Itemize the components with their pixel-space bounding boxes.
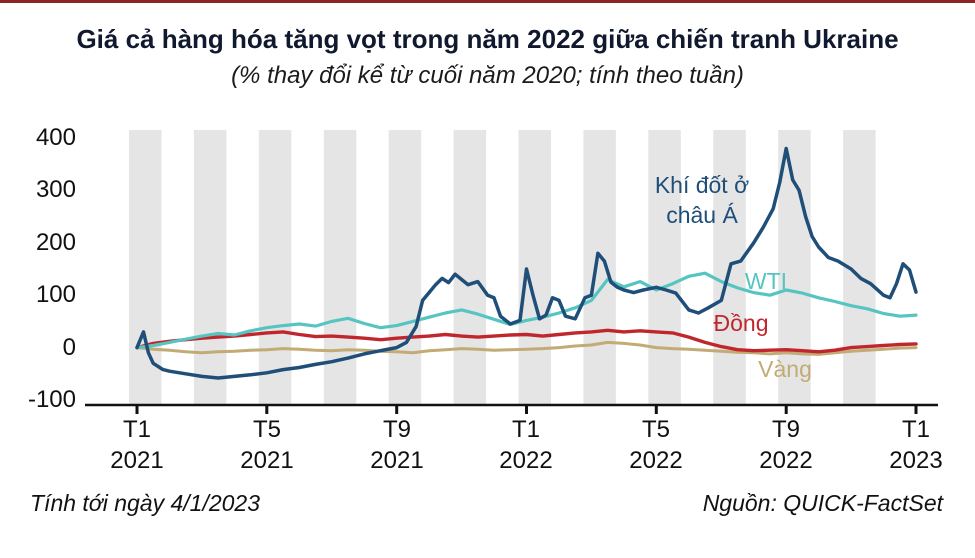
series-label-gas-line1: Khí đốt ở: [654, 172, 750, 198]
y-tick-label: 0: [62, 334, 76, 361]
x-tick-month: T9: [771, 416, 800, 443]
as-of-date: Tính tới ngày 4/1/2023: [30, 490, 260, 516]
y-tick-label: -100: [27, 386, 76, 413]
x-tick-year: 2022: [499, 447, 553, 474]
x-tick-month: T9: [382, 416, 411, 443]
series-label-gas-line2: châu Á: [666, 202, 738, 228]
series-line-gold: [135, 340, 918, 356]
x-tick-month: T5: [641, 416, 670, 443]
series-line-copper: [135, 328, 918, 354]
x-tick-month: T1: [511, 416, 540, 443]
x-tick-month: T5: [252, 416, 281, 443]
x-tick-month: T1: [901, 416, 930, 443]
month-stripe: [193, 130, 227, 405]
chart-title: Giá cả hàng hóa tăng vọt trong năm 2022 …: [76, 24, 899, 54]
y-tick-label: 300: [35, 176, 76, 203]
series-label-copper: Đồng: [713, 310, 769, 336]
month-stripe: [518, 130, 551, 405]
chart-subtitle: (% thay đổi kể từ cuối năm 2020; tính th…: [231, 62, 744, 89]
x-tick-year: 2021: [110, 447, 164, 474]
month-stripe: [258, 130, 292, 405]
series-label-gas-asia: Khí đốt ở châu Á: [612, 170, 792, 230]
series-label-gold: Vàng: [758, 356, 812, 382]
x-tick-label: T1 2022: [461, 414, 591, 476]
y-tick-label: 200: [35, 229, 76, 256]
y-tick-label: 400: [35, 124, 76, 151]
month-stripe: [388, 130, 422, 405]
x-tick-label: T1 2021: [72, 414, 202, 476]
x-tick-label: T5 2022: [591, 414, 721, 476]
y-tick-label: 100: [35, 281, 76, 308]
x-tick-label: T9 2021: [332, 414, 462, 476]
x-tick-label: T9 2022: [721, 414, 851, 476]
x-tick-month: T1: [122, 416, 151, 443]
x-tick-year: 2021: [370, 447, 424, 474]
series-line-wti: [135, 271, 918, 350]
month-stripe: [453, 130, 487, 405]
x-tick-year: 2022: [629, 447, 683, 474]
x-tick-year: 2023: [889, 447, 943, 474]
source-credit: Nguồn: QUICK-FactSet: [702, 490, 943, 516]
month-stripe: [583, 130, 616, 405]
top-rule: [0, 0, 975, 3]
month-stripe: [129, 130, 162, 405]
plot-area: [85, 130, 938, 414]
x-tick-label: T1 2023: [851, 414, 975, 476]
series-line-gas-asia: [135, 146, 918, 380]
series-label-wti: WTI: [744, 268, 788, 294]
x-tick-year: 2021: [240, 447, 294, 474]
month-stripe: [778, 130, 811, 405]
month-stripe: [648, 130, 681, 405]
x-tick-label: T5 2021: [202, 414, 332, 476]
x-tick-year: 2022: [759, 447, 813, 474]
